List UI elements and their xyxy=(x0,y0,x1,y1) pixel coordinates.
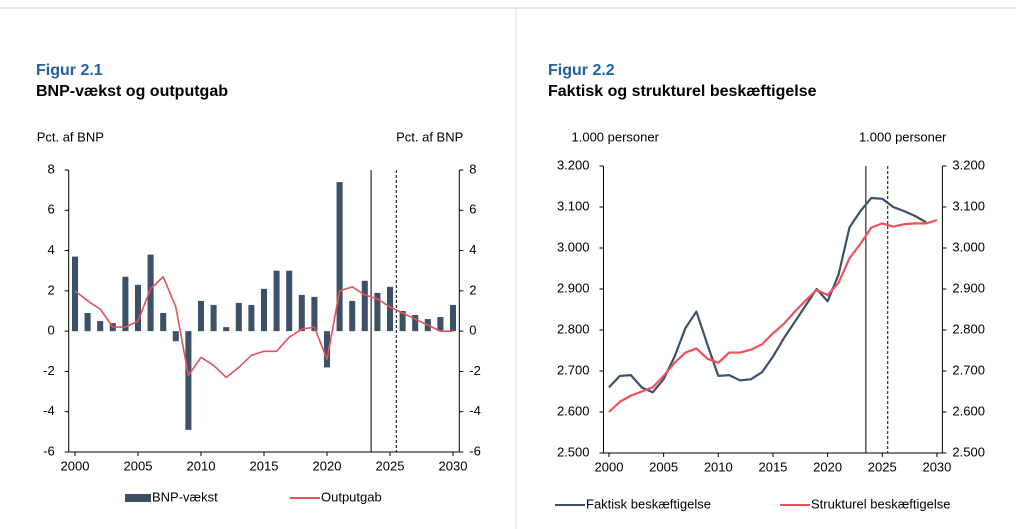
y2-tick-label: 4 xyxy=(469,242,476,257)
y2-tick-label: -4 xyxy=(469,403,481,418)
x-tick-label: 2025 xyxy=(376,458,405,473)
x-tick-label: 2005 xyxy=(124,458,153,473)
y-tick-label: 2.900 xyxy=(557,280,590,295)
bar xyxy=(122,276,129,332)
bar xyxy=(386,286,394,332)
bar xyxy=(172,331,179,342)
x-tick-label: 2000 xyxy=(595,459,624,474)
y2-tick-label: 0 xyxy=(469,323,476,338)
bar xyxy=(437,317,444,332)
bar xyxy=(97,321,104,332)
y-tick-label: 8 xyxy=(47,161,54,176)
bar xyxy=(286,270,293,332)
bar xyxy=(323,331,331,368)
bar xyxy=(273,270,280,332)
x-tick-label: 2010 xyxy=(704,459,733,474)
legend-label: BNP-vækst xyxy=(152,489,218,504)
bar xyxy=(147,254,154,332)
bar xyxy=(449,304,457,332)
y-tick-label: 2 xyxy=(47,282,54,297)
line xyxy=(608,219,938,413)
bar xyxy=(336,182,343,332)
y-axis-label: Pct. af BNP xyxy=(37,129,104,144)
y-tick-label: 2.500 xyxy=(557,444,590,459)
y-tick-label: 6 xyxy=(47,202,54,217)
y-tick-label: 4 xyxy=(47,242,54,257)
y2-tick-label: 6 xyxy=(469,202,476,217)
y-tick-label: 2.800 xyxy=(557,321,590,336)
y-tick-label: 3.200 xyxy=(557,157,590,172)
y-tick-label: -2 xyxy=(43,363,55,378)
chart-title: Faktisk og strukturel beskæftigelse xyxy=(548,83,817,100)
y-tick-label: 2.600 xyxy=(557,403,590,418)
bar xyxy=(311,296,318,332)
x-tick-label: 2000 xyxy=(61,458,90,473)
y-axis-label: 1.000 personer xyxy=(572,129,660,144)
y2-tick-label: 2.900 xyxy=(952,280,985,295)
bar xyxy=(134,284,142,332)
y-tick-label: 3.000 xyxy=(557,239,590,254)
y2-tick-label: 2.600 xyxy=(952,403,985,418)
y2-tick-label: 2.800 xyxy=(952,321,985,336)
y2-axis-label: 1.000 personer xyxy=(859,129,947,144)
figure-label: Figur 2.2 xyxy=(548,62,615,79)
bar xyxy=(223,327,230,332)
bar xyxy=(298,294,305,332)
bar xyxy=(84,313,91,332)
bar xyxy=(235,302,242,332)
x-tick-label: 2015 xyxy=(758,459,787,474)
x-tick-label: 2005 xyxy=(649,459,678,474)
bar xyxy=(260,288,268,332)
y2-tick-label: 2.700 xyxy=(952,362,985,377)
y-tick-label: -6 xyxy=(43,443,55,458)
x-tick-label: 2030 xyxy=(922,459,951,474)
bar xyxy=(374,292,381,332)
x-tick-label: 2015 xyxy=(250,458,279,473)
bar xyxy=(160,313,167,332)
legend-label: Outputgab xyxy=(321,489,382,504)
x-tick-label: 2025 xyxy=(868,459,897,474)
bar xyxy=(399,311,406,332)
legend-label: Strukturel beskæftigelse xyxy=(811,496,950,511)
y2-axis-label: Pct. af BNP xyxy=(396,129,463,144)
chart-title: BNP-vækst og outputgab xyxy=(36,83,228,100)
line xyxy=(608,196,927,394)
y2-tick-label: 3.100 xyxy=(952,198,985,213)
legend-swatch xyxy=(125,494,151,502)
y2-tick-label: 3.200 xyxy=(952,157,985,172)
y2-tick-label: 2.500 xyxy=(952,444,985,459)
bar xyxy=(248,304,255,332)
figure-label: Figur 2.1 xyxy=(36,62,103,79)
y2-tick-label: 8 xyxy=(469,161,476,176)
y-tick-label: -4 xyxy=(43,403,55,418)
bar xyxy=(210,304,217,332)
x-tick-label: 2020 xyxy=(313,458,342,473)
bar xyxy=(412,315,419,332)
x-tick-label: 2010 xyxy=(187,458,216,473)
bar xyxy=(185,331,192,430)
y2-tick-label: 2 xyxy=(469,282,476,297)
legend-label: Faktisk beskæftigelse xyxy=(586,496,711,511)
y2-tick-label: 3.000 xyxy=(952,239,985,254)
y2-tick-label: -2 xyxy=(469,363,481,378)
bar xyxy=(349,300,356,332)
line xyxy=(74,275,453,379)
y2-tick-label: -6 xyxy=(469,443,481,458)
y-tick-label: 0 xyxy=(47,323,54,338)
y-tick-label: 3.100 xyxy=(557,198,590,213)
bar xyxy=(71,256,79,332)
x-tick-label: 2020 xyxy=(813,459,842,474)
y-tick-label: 2.700 xyxy=(557,362,590,377)
bar xyxy=(361,280,368,332)
x-tick-label: 2030 xyxy=(439,458,468,473)
bar xyxy=(197,300,205,332)
